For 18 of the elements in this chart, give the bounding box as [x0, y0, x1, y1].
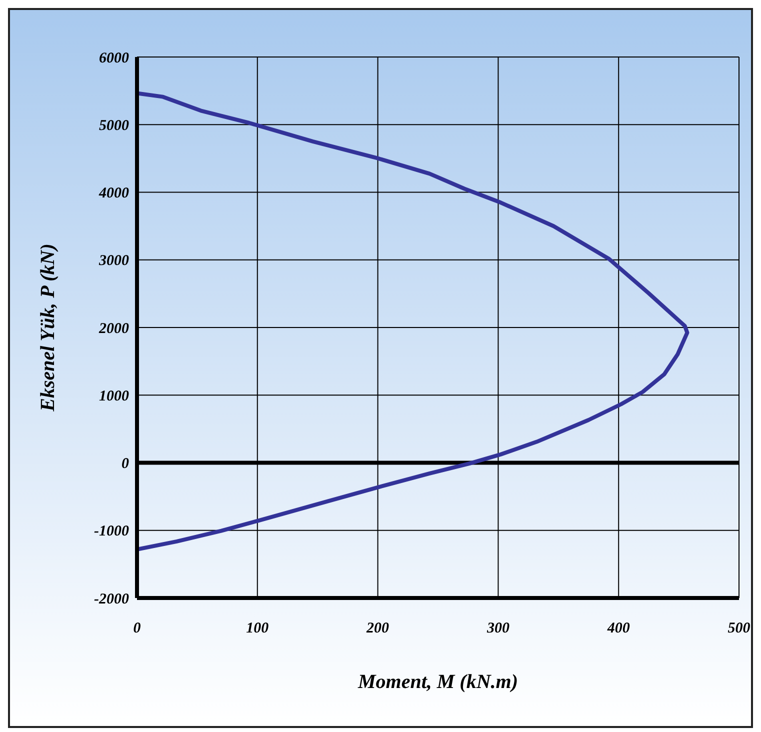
- y-axis-title: Eksenel Yük, P (kN): [37, 244, 60, 412]
- x-tick-label: 300: [486, 620, 510, 637]
- y-tick-label: 2000: [98, 320, 130, 337]
- x-tick-label: 0: [133, 620, 142, 637]
- y-tick-label: 0: [122, 456, 130, 472]
- y-tick-label: 3000: [98, 253, 130, 270]
- y-tick-label: -1000: [94, 524, 130, 540]
- x-tick-label: 200: [366, 620, 390, 637]
- y-tick-label: 1000: [99, 388, 130, 404]
- y-tick-label: -2000: [94, 591, 130, 608]
- x-axis-title: Moment, M (kN.m): [357, 671, 518, 693]
- y-tick-label: 5000: [99, 118, 130, 134]
- x-tick-label: 100: [246, 620, 270, 637]
- x-tick-label: 400: [606, 620, 630, 637]
- x-tick-label: 500: [728, 620, 751, 637]
- line-series: [137, 91, 690, 552]
- y-tick-label: 4000: [98, 186, 130, 202]
- y-tick-label: 6000: [99, 50, 130, 66]
